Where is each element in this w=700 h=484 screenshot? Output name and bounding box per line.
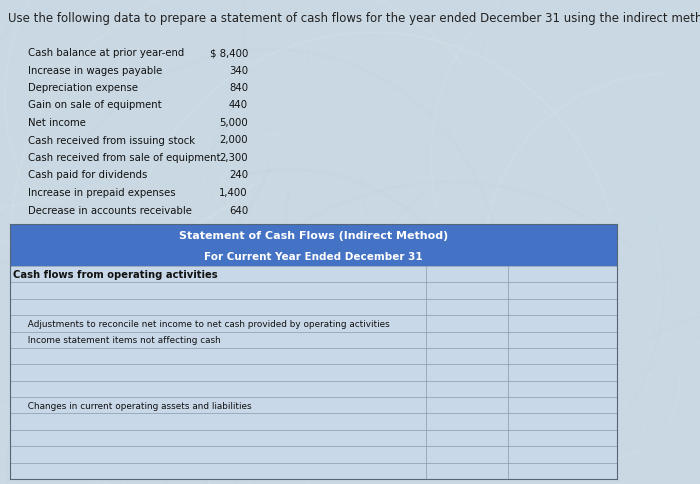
Text: Changes in current operating assets and liabilities: Changes in current operating assets and … xyxy=(22,401,251,410)
Text: Depreciation expense: Depreciation expense xyxy=(28,83,138,93)
Text: Cash flows from operating activities: Cash flows from operating activities xyxy=(13,270,218,280)
Text: 2,300: 2,300 xyxy=(219,152,248,163)
Text: $ 8,400: $ 8,400 xyxy=(209,48,248,58)
Text: 240: 240 xyxy=(229,170,248,180)
Text: Decrease in accounts receivable: Decrease in accounts receivable xyxy=(28,205,192,215)
Text: Increase in wages payable: Increase in wages payable xyxy=(28,65,162,76)
Text: Income statement items not affecting cash: Income statement items not affecting cas… xyxy=(22,335,220,345)
Bar xyxy=(10,225,617,246)
Text: Increase in prepaid expenses: Increase in prepaid expenses xyxy=(28,188,176,197)
Text: Statement of Cash Flows (Indirect Method): Statement of Cash Flows (Indirect Method… xyxy=(179,230,448,241)
Text: Cash paid for dividends: Cash paid for dividends xyxy=(28,170,148,180)
Bar xyxy=(10,246,617,267)
Text: Net income: Net income xyxy=(28,118,86,128)
Text: Cash received from issuing stock: Cash received from issuing stock xyxy=(28,135,195,145)
Text: 640: 640 xyxy=(229,205,248,215)
Text: 2,000: 2,000 xyxy=(219,135,248,145)
Text: Cash balance at prior year-end: Cash balance at prior year-end xyxy=(28,48,184,58)
Text: Use the following data to prepare a statement of cash flows for the year ended D: Use the following data to prepare a stat… xyxy=(8,12,700,25)
Text: 1,400: 1,400 xyxy=(219,188,248,197)
Text: 440: 440 xyxy=(229,100,248,110)
Text: 340: 340 xyxy=(229,65,248,76)
Text: Cash received from sale of equipment: Cash received from sale of equipment xyxy=(28,152,221,163)
Text: 5,000: 5,000 xyxy=(219,118,248,128)
Text: For Current Year Ended December 31: For Current Year Ended December 31 xyxy=(204,252,423,261)
Text: 840: 840 xyxy=(229,83,248,93)
Text: Gain on sale of equipment: Gain on sale of equipment xyxy=(28,100,162,110)
Bar xyxy=(10,267,617,479)
Text: Adjustments to reconcile net income to net cash provided by operating activities: Adjustments to reconcile net income to n… xyxy=(22,319,390,328)
